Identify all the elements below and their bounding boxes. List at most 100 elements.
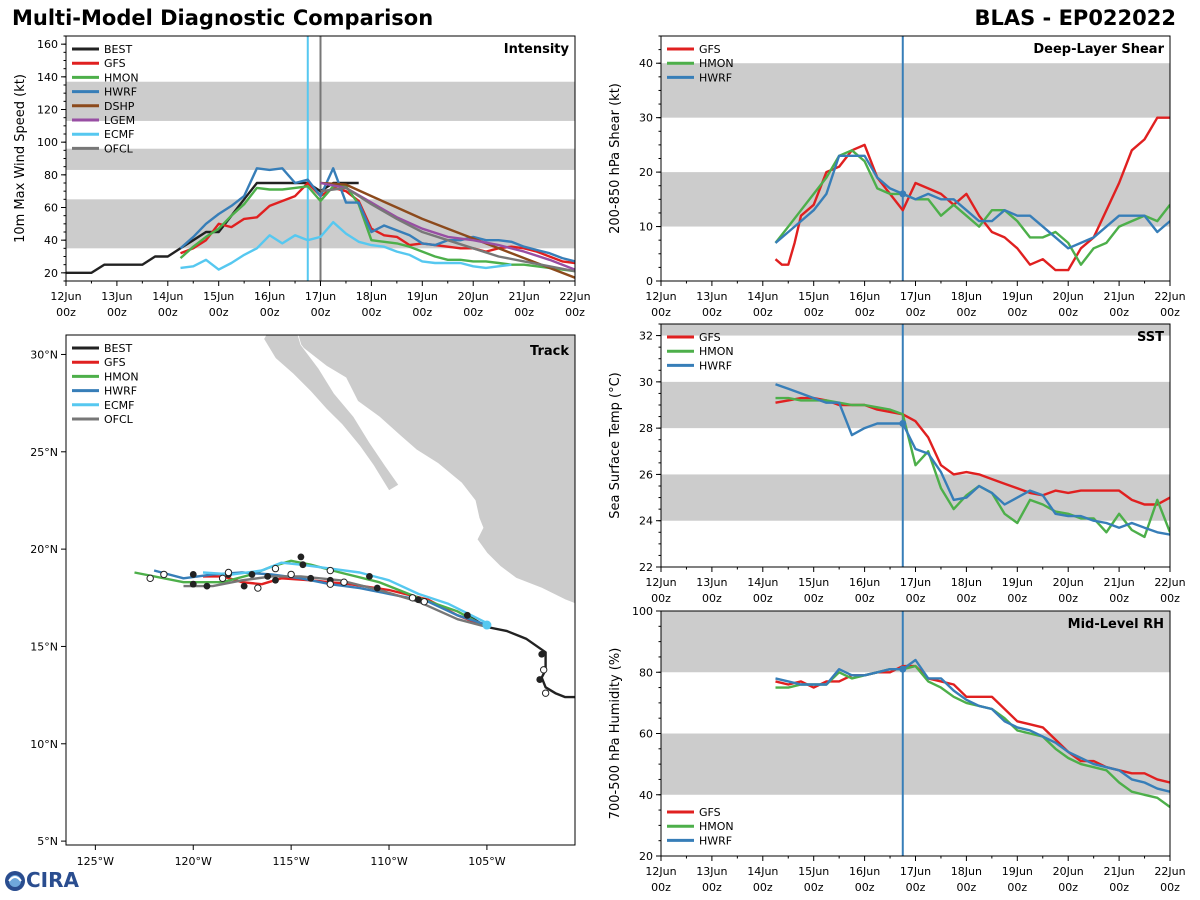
x-tick-label: 22Jun: [559, 290, 590, 303]
shear-series-gfs: [774, 116, 1170, 272]
legend-label-hwrf: HWRF: [699, 834, 732, 847]
x-tick-label: 15Jun: [798, 865, 829, 878]
track-point-filled: [536, 676, 544, 683]
track-point-filled: [264, 572, 272, 580]
track-frame: [65, 334, 576, 846]
x-tick-label: 13Jun: [696, 290, 727, 303]
shear-title: Deep-Layer Shear: [1033, 42, 1164, 57]
x-tick-label: 14Jun: [747, 865, 778, 878]
legend-label-gfs: GFS: [699, 806, 721, 819]
x-tick-sublabel: 00z: [804, 306, 824, 319]
x-tick-label: 17Jun: [305, 290, 336, 303]
x-tick-label: 17Jun: [900, 576, 931, 589]
y-tick-label: 80: [44, 169, 58, 182]
track-point-open: [326, 580, 334, 588]
x-tick-sublabel: 00z: [1109, 306, 1129, 319]
track-point-filled: [414, 596, 422, 604]
x-tick-label: 19Jun: [1002, 290, 1033, 303]
track-point-open: [160, 570, 168, 579]
track-point-open: [539, 666, 548, 674]
x-tick-label: 19Jun: [1002, 576, 1033, 589]
track-current-position: [482, 620, 492, 630]
x-tick-sublabel: 00z: [957, 592, 977, 605]
intensity-series-hwrf: [179, 167, 575, 263]
y-tick-label: 20: [639, 166, 653, 179]
y-tick-label: 40: [44, 234, 58, 247]
x-tick-sublabel: 00z: [906, 881, 926, 894]
legend-label-gfs: GFS: [699, 331, 721, 344]
x-tick-sublabel: 00z: [362, 306, 382, 319]
track-point-filled: [240, 582, 248, 590]
x-tick-label: 17Jun: [900, 290, 931, 303]
x-tick-sublabel: 00z: [311, 306, 331, 319]
x-tick-label: 20Jun: [1053, 865, 1084, 878]
legend-label-ofcl: OFCL: [104, 413, 134, 426]
rh-current-marker: [899, 665, 907, 673]
x-tick-label: 21Jun: [1104, 865, 1135, 878]
x-tick-label: 20Jun: [1053, 290, 1084, 303]
legend-label-hwrf: HWRF: [699, 359, 732, 372]
x-tick-label: 14Jun: [747, 290, 778, 303]
x-tick-label: 13Jun: [696, 865, 727, 878]
x-tick-label: 22Jun: [1154, 576, 1185, 589]
x-tick-label: 14Jun: [747, 576, 778, 589]
track-point-open: [287, 570, 295, 579]
x-tick-label: 18Jun: [951, 290, 982, 303]
legend-label-hmon: HMON: [699, 345, 734, 358]
y-tick-label: 100: [632, 605, 653, 618]
x-tick-label: 18Jun: [951, 865, 982, 878]
lat-tick-label: 5°N: [37, 835, 58, 848]
lon-tick-label: 125°W: [77, 855, 114, 868]
x-tick-sublabel: 00z: [107, 306, 127, 319]
x-tick-label: 12Jun: [645, 865, 676, 878]
y-tick-label: 80: [639, 666, 653, 679]
track-point-filled: [373, 584, 381, 592]
x-tick-sublabel: 00z: [56, 306, 76, 319]
sst-band: [661, 474, 1170, 521]
legend-label-hmon: HMON: [699, 820, 734, 833]
x-tick-label: 21Jun: [1104, 576, 1135, 589]
legend-label-lgem: LGEM: [104, 114, 135, 127]
x-tick-label: 21Jun: [509, 290, 540, 303]
y-tick-label: 100: [37, 136, 58, 149]
x-tick-sublabel: 00z: [1058, 592, 1078, 605]
track-point-open: [340, 578, 348, 586]
intensity-ylabel: 10m Max Wind Speed (kt): [13, 74, 28, 243]
x-tick-label: 12Jun: [50, 290, 81, 303]
x-tick-sublabel: 00z: [1160, 306, 1180, 319]
x-tick-sublabel: 00z: [1058, 306, 1078, 319]
sst-panel: 22 24 26 28 30 32 12Jun 00z 13Jun 00z 14Jun 00z 15Ju…: [608, 323, 1186, 605]
lon-tick-label: 120°W: [175, 855, 212, 868]
track-point-open: [218, 574, 227, 583]
rh-series-hwrf: [775, 658, 1170, 793]
track-panel: 125°W 120°W 115°W 110°W 105°W 5°N 10°N 15°N 20°N…: [30, 334, 576, 868]
sst-current-marker: [899, 420, 907, 428]
track-point-filled: [248, 571, 256, 578]
land-baja-california: [263, 335, 400, 492]
shear-current-marker: [899, 190, 907, 198]
x-tick-label: 13Jun: [101, 290, 132, 303]
rh-plot-area: [661, 611, 1170, 856]
x-tick-sublabel: 00z: [1160, 592, 1180, 605]
intensity-series-ofcl: [320, 186, 575, 273]
rh-ylabel: 700-500 hPa Humidity (%): [608, 648, 623, 820]
land-mexico: [296, 335, 575, 605]
x-tick-sublabel: 00z: [209, 306, 229, 319]
track-point-open: [224, 568, 233, 577]
lat-tick-label: 25°N: [30, 446, 58, 459]
sst-series-hwrf: [775, 383, 1170, 536]
y-tick-label: 32: [639, 330, 653, 343]
track-map-area: [134, 335, 575, 699]
x-tick-label: 21Jun: [1104, 290, 1135, 303]
x-tick-sublabel: 00z: [1007, 592, 1027, 605]
x-tick-sublabel: 00z: [1109, 592, 1129, 605]
track-hwrf: [153, 569, 488, 627]
x-tick-sublabel: 00z: [1007, 881, 1027, 894]
y-tick-label: 60: [44, 202, 58, 215]
track-point-open: [541, 689, 550, 697]
sst-plot-area: [661, 324, 1170, 567]
x-tick-label: 19Jun: [407, 290, 438, 303]
lat-tick-label: 20°N: [30, 543, 58, 556]
legend-label-ecmf: ECMF: [104, 128, 134, 141]
y-tick-label: 30: [639, 376, 653, 389]
